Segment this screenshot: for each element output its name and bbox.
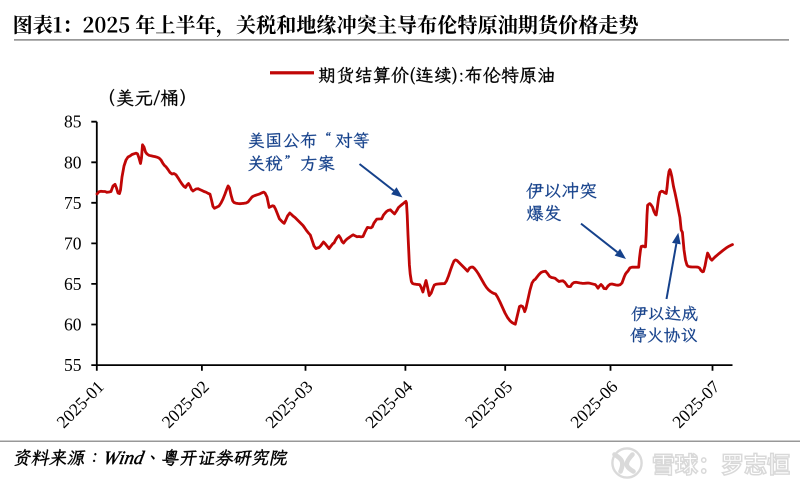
svg-text:75: 75 bbox=[64, 193, 82, 213]
svg-text:70: 70 bbox=[64, 233, 82, 253]
svg-text:80: 80 bbox=[64, 152, 82, 172]
svg-text:60: 60 bbox=[64, 315, 82, 335]
svg-text:85: 85 bbox=[64, 112, 82, 132]
svg-text:65: 65 bbox=[64, 274, 82, 294]
svg-text:55: 55 bbox=[64, 355, 82, 375]
